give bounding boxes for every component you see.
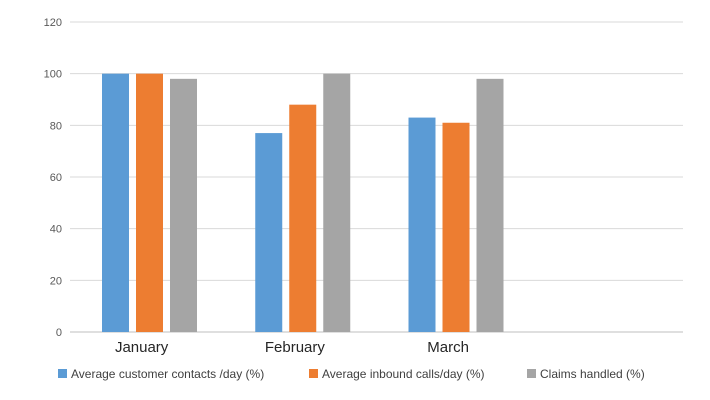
bars — [102, 73, 504, 333]
y-tick-label: 20 — [50, 275, 62, 287]
x-category-label: February — [265, 339, 326, 356]
legend: Average customer contacts /day (%) Averag… — [58, 367, 645, 381]
bar — [136, 73, 163, 333]
y-tick-label: 0 — [56, 327, 62, 339]
bar — [476, 78, 504, 332]
bar — [323, 73, 351, 333]
legend-label: Claims handled (%) — [540, 367, 645, 381]
y-tick-label: 40 — [50, 224, 62, 236]
y-tick-label: 80 — [50, 120, 62, 132]
legend-swatch — [527, 369, 536, 378]
legend-item: Average customer contacts /day (%) — [58, 367, 264, 381]
bar — [289, 104, 317, 333]
x-axis: January February March — [115, 339, 469, 356]
legend-item: Claims handled (%) — [527, 367, 645, 381]
x-category-label: March — [427, 339, 469, 356]
y-axis: 0 20 40 60 80 100 120 — [44, 17, 62, 339]
bar — [442, 122, 470, 332]
bar — [408, 117, 436, 332]
legend-swatch — [58, 369, 67, 378]
y-tick-label: 120 — [44, 17, 62, 29]
y-tick-label: 100 — [44, 69, 62, 81]
x-category-label: January — [115, 339, 169, 356]
legend-item: Average inbound calls/day (%) — [309, 367, 485, 381]
bar — [255, 133, 283, 332]
legend-label: Average customer contacts /day (%) — [71, 367, 264, 381]
legend-swatch — [309, 369, 318, 378]
y-tick-label: 60 — [50, 172, 62, 184]
bar — [170, 78, 197, 332]
legend-label: Average inbound calls/day (%) — [322, 367, 485, 381]
bar — [102, 73, 129, 333]
